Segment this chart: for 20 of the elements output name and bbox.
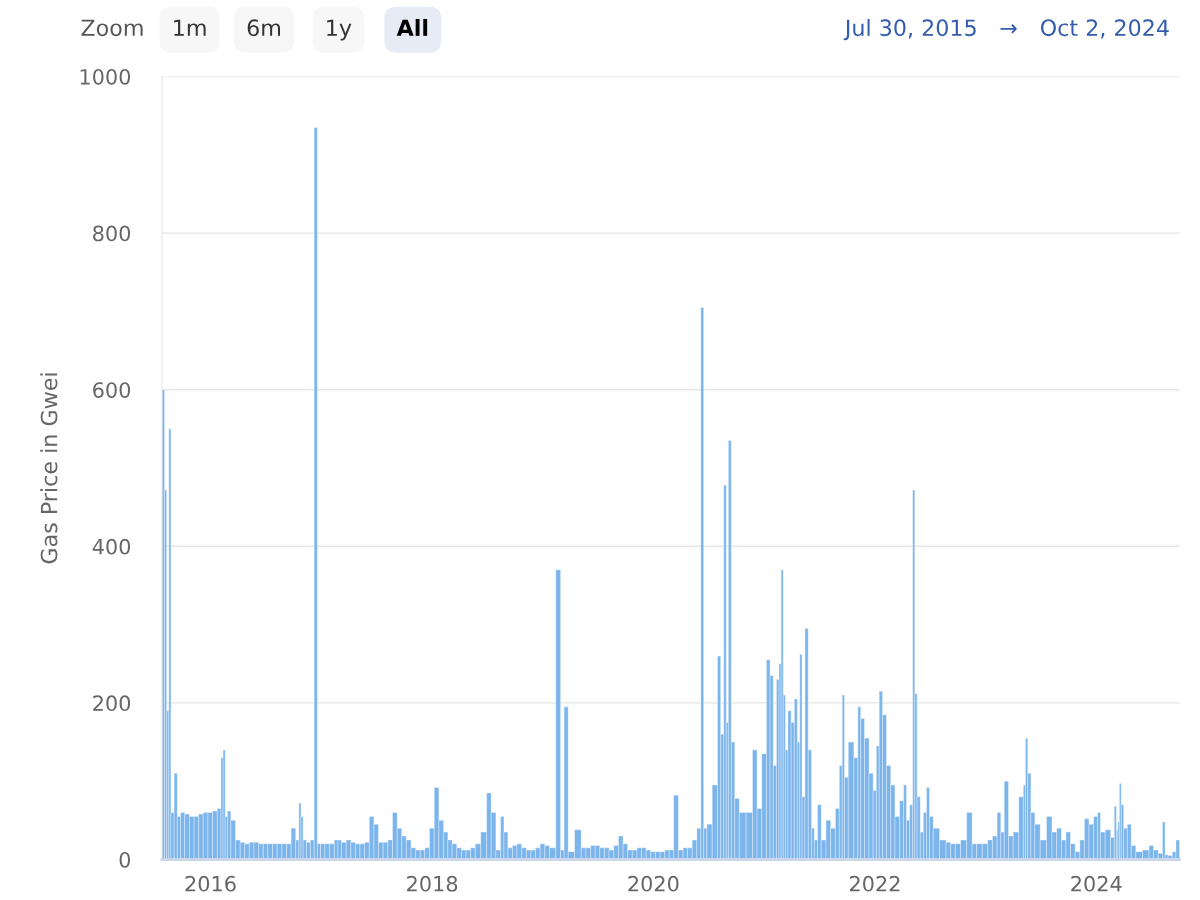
y-tick-label: 200 xyxy=(93,695,131,712)
y-tick-label: 600 xyxy=(93,382,131,398)
text: 1y xyxy=(327,19,352,41)
y-tick-label: 0 xyxy=(119,851,131,868)
text: 6m xyxy=(247,19,281,37)
text: All xyxy=(396,18,428,36)
x-tick-label: 2018 xyxy=(407,875,458,892)
text: → xyxy=(1000,24,1017,34)
y-tick-label: 800 xyxy=(93,225,131,242)
y-tick-label: 400 xyxy=(92,538,131,555)
text: 1m xyxy=(174,19,206,36)
x-tick-label: 2016 xyxy=(185,875,236,892)
x-tick-label: 2020 xyxy=(628,875,679,892)
text: Oct 2, 2024 xyxy=(1040,19,1169,39)
x-tick-label: 2022 xyxy=(849,875,900,892)
text: Jul 30, 2015 xyxy=(843,18,976,41)
y-axis-title: Gas Price in Gwei xyxy=(40,373,58,564)
y-tick-label: 1000 xyxy=(80,68,131,85)
text: Zoom xyxy=(81,19,143,37)
x-tick-label: 2024 xyxy=(1071,875,1122,892)
